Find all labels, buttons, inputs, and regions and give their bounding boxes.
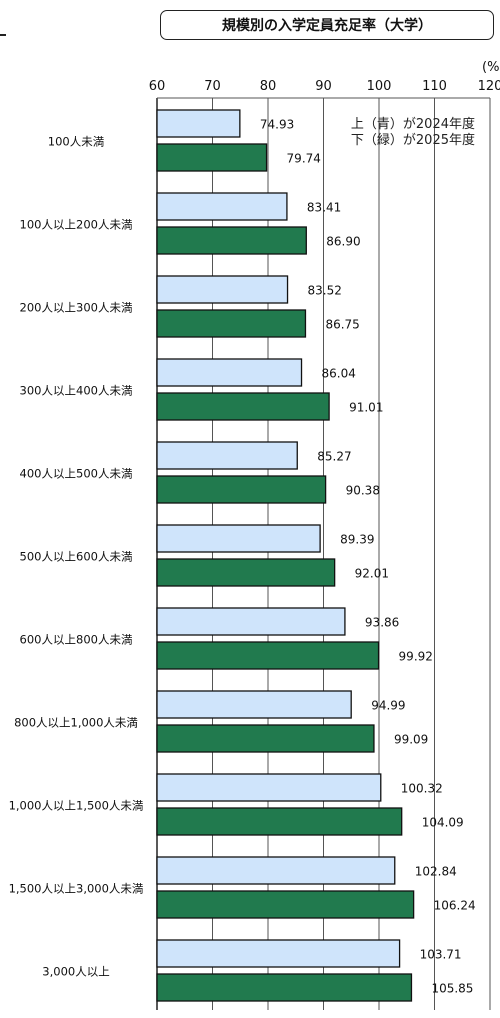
bar-2025: [156, 309, 307, 338]
data-label: 86.75: [325, 318, 359, 332]
data-label: 74.93: [260, 118, 294, 132]
bar-2024: [156, 441, 298, 470]
bar-2024: [156, 109, 241, 138]
bar-2024: [156, 192, 288, 221]
bar-2024: [156, 773, 382, 802]
data-label: 103.71: [420, 948, 462, 962]
bar-2025: [156, 890, 415, 919]
bar-2025: [156, 807, 403, 836]
x-tick-label: 60: [149, 79, 166, 94]
bar-2025: [156, 475, 327, 504]
data-label: 92.01: [355, 567, 389, 581]
x-tick-label: 90: [315, 79, 332, 94]
category-label: 600人以上800人未満: [20, 633, 133, 647]
data-label: 83.52: [308, 284, 342, 298]
category-label: 1,000人以上1,500人未満: [9, 799, 144, 813]
data-label: 100.32: [401, 782, 443, 796]
x-tick-label: 120: [478, 79, 500, 94]
data-label: 91.01: [349, 401, 383, 415]
bar-2025: [156, 392, 330, 421]
data-label: 93.86: [365, 616, 399, 630]
x-tick-label: 70: [204, 79, 221, 94]
x-tick-label: 80: [260, 79, 277, 94]
data-label: 94.99: [371, 699, 405, 713]
bar-2025: [156, 558, 336, 587]
category-label: 300人以上400人未満: [20, 384, 133, 398]
data-label: 90.38: [346, 484, 380, 498]
chart-title: 規模別の入学定員充足率（大学）: [160, 10, 494, 40]
legend-entry: 上（青）が2024年度: [351, 116, 475, 132]
x-tick-label: 100: [367, 79, 392, 94]
bar-2024: [156, 275, 289, 304]
category-label: 100人未満: [48, 135, 104, 149]
bar-2025: [156, 143, 268, 172]
bar-2024: [156, 524, 321, 553]
data-label: 89.39: [340, 533, 374, 547]
bar-2025: [156, 226, 307, 255]
data-label: 83.41: [307, 201, 341, 215]
bar-2024: [156, 856, 396, 885]
data-label: 106.24: [434, 899, 476, 913]
data-label: 102.84: [415, 865, 457, 879]
category-label: 200人以上300人未満: [20, 301, 133, 315]
data-label: 104.09: [422, 816, 464, 830]
bar-2025: [156, 724, 375, 753]
category-label: 500人以上600人未満: [20, 550, 133, 564]
bar-2024: [156, 607, 346, 636]
category-label: 400人以上500人未満: [20, 467, 133, 481]
category-label: 800人以上1,000人未満: [14, 716, 138, 730]
category-label: 3,000人以上: [42, 965, 109, 979]
unit-label: (%: [482, 60, 500, 75]
legend-entry: 下（緑）が2025年度: [351, 132, 475, 148]
category-label: 1,500人以上3,000人未満: [9, 882, 144, 896]
bar-2025: [156, 973, 413, 1002]
data-label: 99.92: [399, 650, 433, 664]
bar-2024: [156, 939, 401, 968]
bar-2024: [156, 358, 303, 387]
data-label: 86.04: [322, 367, 356, 381]
data-label: 79.74: [287, 152, 321, 166]
data-label: 105.85: [431, 982, 473, 996]
bar-2025: [156, 641, 380, 670]
category-label: 100人以上200人未満: [20, 218, 133, 232]
data-label: 86.90: [326, 235, 360, 249]
data-label: 99.09: [394, 733, 428, 747]
corner-mark: [0, 34, 6, 36]
x-tick-label: 110: [422, 79, 447, 94]
bar-2024: [156, 690, 352, 719]
data-label: 85.27: [317, 450, 351, 464]
